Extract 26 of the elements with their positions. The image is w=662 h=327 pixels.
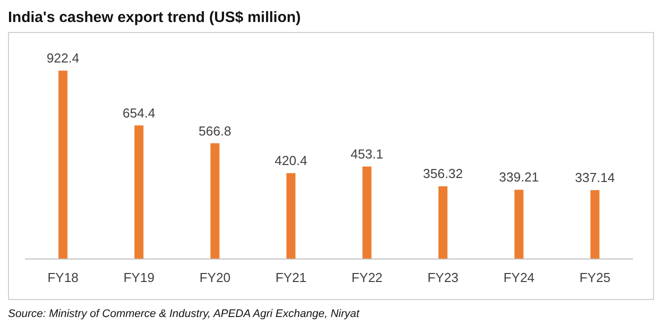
data-label: 356.32 (423, 166, 463, 182)
data-label: 654.4 (122, 105, 156, 120)
x-tick-label: FY21 (275, 270, 307, 286)
data-label: 453.1 (350, 146, 384, 162)
bar (590, 190, 600, 259)
bar (514, 190, 524, 259)
chart-title: India's cashew export trend (US$ million) (8, 8, 302, 28)
data-label: 420.4 (274, 153, 308, 168)
x-tick-label: FY25 (579, 270, 611, 286)
bar (286, 173, 296, 259)
x-tick-label: FY23 (427, 270, 459, 286)
x-tick-label: FY20 (199, 270, 231, 286)
x-tick-label: FY22 (351, 270, 383, 286)
bar (134, 125, 144, 259)
bar (438, 186, 448, 259)
x-tick-label: FY19 (123, 270, 155, 286)
source-note: Source: Ministry of Commerce & Industry, APEDA Agri Exchange, Niryat (8, 308, 361, 320)
bar (58, 70, 68, 259)
data-label: 339.21 (499, 170, 539, 185)
bar (210, 143, 220, 259)
x-tick-label: FY24 (503, 270, 535, 286)
bar (362, 166, 372, 259)
data-label: 922.4 (46, 50, 80, 66)
data-label: 566.8 (198, 123, 232, 138)
x-tick-label: FY18 (47, 270, 79, 286)
data-label: 337.14 (575, 170, 615, 186)
